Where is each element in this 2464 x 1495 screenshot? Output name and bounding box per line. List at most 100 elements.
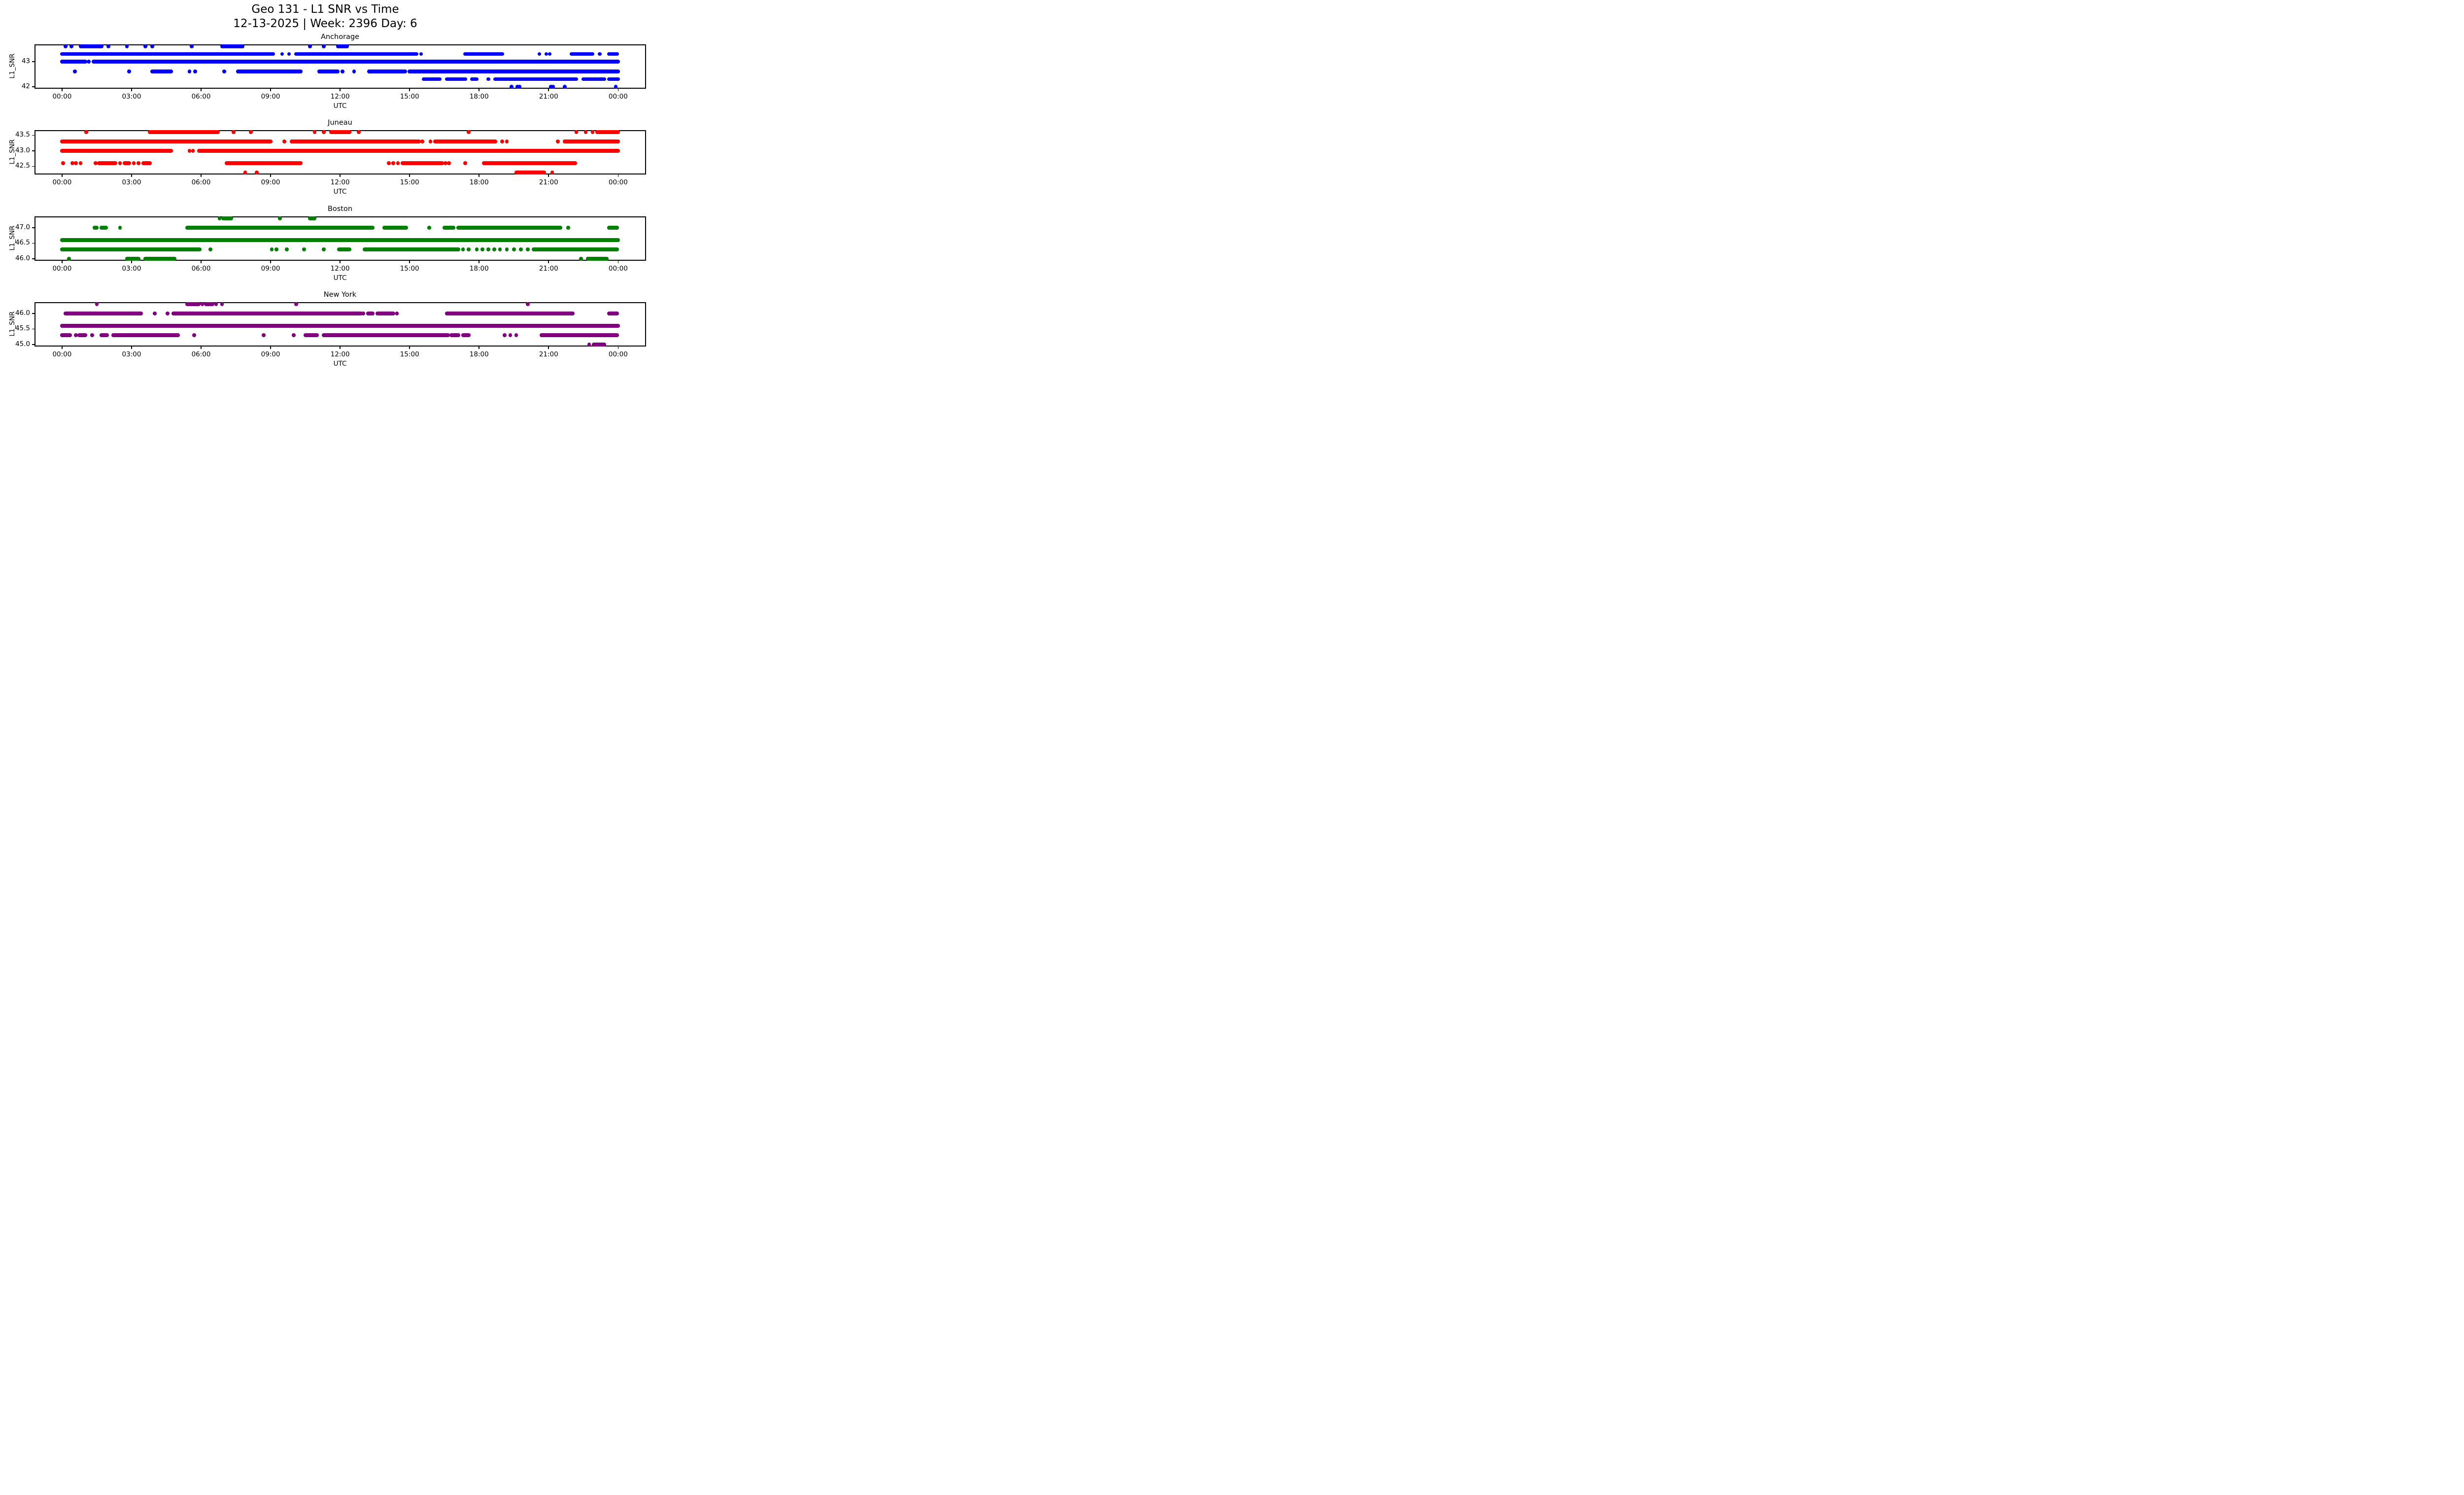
- scatter-dot: [312, 130, 317, 134]
- x-tick-mark: [131, 347, 132, 349]
- y-tick-mark: [32, 313, 34, 314]
- scatter-run: [592, 343, 606, 347]
- scatter-dot: [274, 247, 278, 251]
- scatter-dot: [118, 161, 122, 165]
- x-tick-mark: [270, 89, 271, 91]
- scatter-dot: [508, 333, 513, 337]
- scatter-run: [150, 70, 173, 74]
- scatter-dot: [262, 333, 266, 337]
- scatter-dot: [574, 130, 579, 134]
- scatter-dot: [270, 247, 274, 251]
- scatter-run: [322, 333, 450, 337]
- scatter-dot: [427, 226, 431, 230]
- scatter-dot: [510, 85, 513, 89]
- scatter-dot: [500, 139, 505, 143]
- scatter-dot: [200, 302, 205, 306]
- scatter-dot: [587, 343, 591, 347]
- x-tick-mark: [548, 89, 549, 91]
- scatter-dot: [551, 85, 555, 89]
- scatter-run: [563, 139, 620, 143]
- scatter-dot: [322, 247, 326, 251]
- x-tick-label: 15:00: [400, 93, 419, 101]
- x-tick-label: 12:00: [330, 265, 350, 273]
- x-tick-mark: [201, 347, 202, 349]
- scatter-run: [171, 312, 363, 315]
- scatter-dot: [486, 77, 490, 81]
- scatter-run: [461, 333, 471, 337]
- scatter-dot: [137, 161, 140, 165]
- scatter-dot: [475, 247, 479, 251]
- scatter-run: [401, 161, 444, 165]
- scatter-dot: [150, 44, 155, 48]
- scatter-dot: [143, 44, 147, 48]
- scatter-dot: [550, 171, 554, 174]
- scatter-dot: [517, 85, 522, 89]
- scatter-dot: [187, 70, 192, 74]
- scatter-dot: [308, 44, 312, 48]
- scatter-run: [100, 333, 109, 337]
- scatter-dot: [72, 70, 77, 74]
- scatter-dot: [192, 333, 196, 337]
- scatter-dot: [526, 247, 530, 251]
- scatter-run: [60, 333, 72, 337]
- x-tick-label: 03:00: [122, 178, 141, 186]
- x-axis-label: UTC: [333, 360, 347, 368]
- x-tick-label: 00:00: [52, 93, 72, 101]
- x-tick-label: 09:00: [261, 350, 280, 358]
- x-tick-label: 09:00: [261, 178, 280, 186]
- scatter-run: [60, 52, 275, 56]
- subplot-title-anchorage: Anchorage: [320, 33, 360, 41]
- scatter-run: [60, 59, 87, 64]
- y-tick-mark: [32, 86, 34, 87]
- x-tick-label: 15:00: [400, 178, 419, 186]
- x-tick-mark: [409, 89, 410, 91]
- figure-title: Geo 131 - L1 SNR vs Time 12-13-2025 | We…: [0, 2, 650, 31]
- scatter-dot: [590, 130, 595, 134]
- scatter-run: [582, 77, 606, 81]
- scatter-dot: [322, 130, 326, 134]
- scatter-run: [111, 333, 180, 337]
- x-tick-mark: [617, 89, 619, 91]
- scatter-run: [60, 238, 620, 242]
- scatter-dot: [447, 161, 451, 165]
- scatter-run: [463, 52, 505, 56]
- x-tick-mark: [270, 174, 271, 177]
- scatter-dot: [294, 302, 298, 306]
- scatter-run: [470, 77, 479, 81]
- scatter-run: [123, 161, 132, 165]
- scatter-dot: [420, 139, 424, 143]
- x-tick-mark: [131, 89, 132, 91]
- scatter-run: [60, 149, 173, 153]
- x-axis-label: UTC: [333, 102, 347, 110]
- x-tick-label: 03:00: [122, 350, 141, 358]
- scatter-dot: [352, 70, 356, 74]
- y-tick-label: 43: [21, 57, 30, 65]
- x-tick-mark: [62, 261, 63, 263]
- x-tick-mark: [340, 347, 341, 349]
- scatter-run: [595, 130, 620, 134]
- x-tick-label: 15:00: [400, 350, 419, 358]
- scatter-dot: [486, 247, 490, 251]
- x-tick-label: 06:00: [191, 265, 211, 273]
- scatter-dot: [287, 52, 291, 56]
- x-tick-label: 12:00: [330, 350, 350, 358]
- x-tick-mark: [409, 174, 410, 177]
- scatter-run: [586, 257, 609, 261]
- scatter-dot: [556, 139, 560, 143]
- scatter-run: [125, 257, 140, 261]
- scatter-run: [607, 226, 619, 230]
- scatter-run: [186, 302, 201, 306]
- scatter-dot: [514, 333, 518, 337]
- x-tick-label: 18:00: [469, 265, 489, 273]
- scatter-run: [607, 312, 619, 315]
- scatter-run: [336, 44, 349, 48]
- y-tick-label: 43.5: [15, 131, 30, 139]
- scatter-dot: [391, 161, 396, 165]
- scatter-dot: [87, 59, 91, 64]
- y-tick-label: 42: [21, 82, 30, 90]
- scatter-run: [294, 52, 419, 56]
- scatter-dot: [74, 333, 78, 337]
- scatter-dot: [153, 312, 157, 315]
- scatter-run: [185, 226, 375, 230]
- scatter-run: [445, 312, 575, 315]
